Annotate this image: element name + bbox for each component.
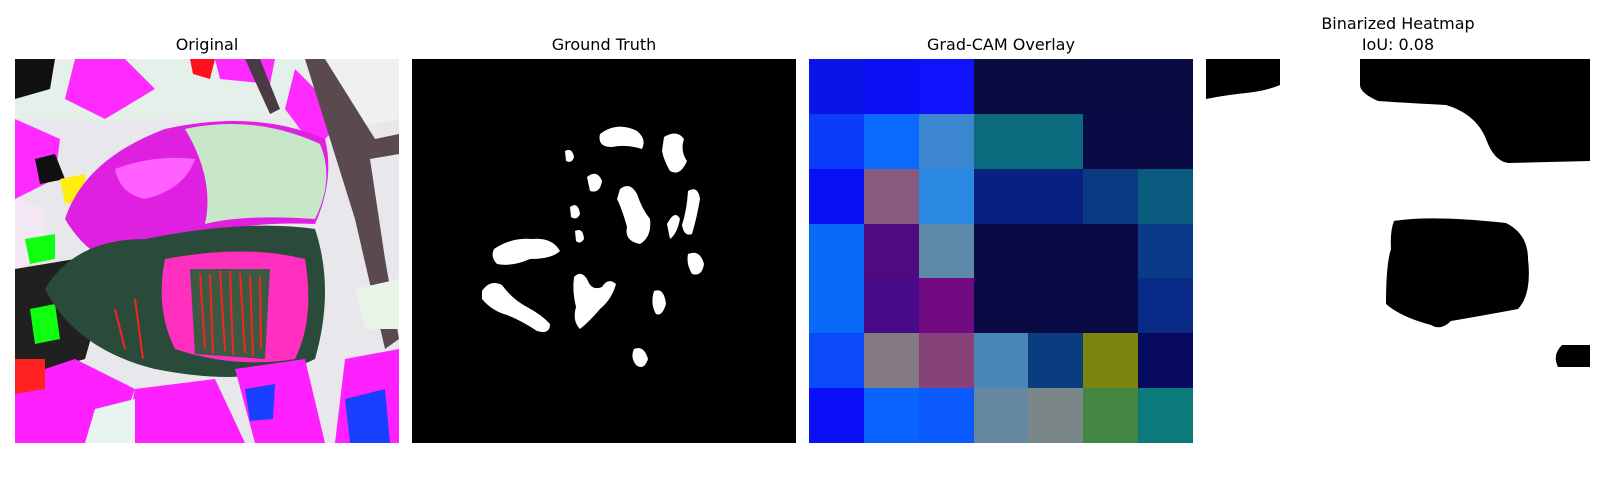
gradcam-cell <box>973 333 1029 389</box>
ground-truth-mask <box>412 59 796 443</box>
gradcam-cell <box>1083 278 1139 334</box>
gradcam-cell <box>918 278 974 334</box>
gradcam-cell <box>1083 223 1139 279</box>
gradcam-cell <box>863 388 919 443</box>
gradcam-cell <box>809 388 864 443</box>
gradcam-cell <box>1083 168 1139 224</box>
gradcam-cell <box>863 333 919 389</box>
gradcam-cell <box>1028 333 1084 389</box>
gradcam-cell <box>809 113 864 169</box>
gradcam-cell <box>863 113 919 169</box>
gradcam-cell <box>918 333 974 389</box>
gradcam-cell <box>1028 113 1084 169</box>
binarized-mask <box>1206 59 1590 443</box>
gradcam-cell <box>1083 113 1139 169</box>
gradcam-cell <box>1028 168 1084 224</box>
gradcam-cell <box>1138 388 1193 443</box>
gradcam-cell <box>809 59 864 114</box>
gradcam-cell <box>809 333 864 389</box>
gradcam-cell <box>1028 59 1084 114</box>
gradcam-cell <box>863 168 919 224</box>
gradcam-cell <box>918 59 974 114</box>
gradcam-cell <box>809 278 864 334</box>
gradcam-cell <box>918 168 974 224</box>
gradcam-cell <box>973 168 1029 224</box>
gradcam-cell <box>1138 59 1193 114</box>
ground-truth-panel: Ground Truth <box>412 0 796 500</box>
gradcam-cell <box>973 278 1029 334</box>
gradcam-cell <box>1083 388 1139 443</box>
gradcam-cell <box>1083 333 1139 389</box>
binarized-title: Binarized Heatmap <box>1321 14 1475 33</box>
gradcam-cell <box>809 168 864 224</box>
gradcam-cell <box>809 223 864 279</box>
gradcam-panel: Grad-CAM Overlay <box>809 0 1193 500</box>
gradcam-cell <box>918 388 974 443</box>
gradcam-cell <box>918 113 974 169</box>
gradcam-cell <box>918 223 974 279</box>
gradcam-cell <box>973 388 1029 443</box>
original-image <box>15 59 399 443</box>
gradcam-heatmap <box>809 59 1193 443</box>
gradcam-cell <box>1138 113 1193 169</box>
gradcam-cell <box>1028 223 1084 279</box>
gradcam-cell <box>863 59 919 114</box>
gradcam-cell <box>1138 278 1193 334</box>
gradcam-cell <box>1138 223 1193 279</box>
binarized-panel: Binarized Heatmap IoU: 0.08 <box>1206 0 1590 500</box>
gradcam-cell <box>973 59 1029 114</box>
iou-label: IoU: 0.08 <box>1361 35 1435 54</box>
gradcam-title: Grad-CAM Overlay <box>927 35 1075 54</box>
original-title: Original <box>175 35 239 54</box>
gradcam-cell <box>1083 59 1139 114</box>
gradcam-cell <box>1028 388 1084 443</box>
gradcam-cell <box>1138 168 1193 224</box>
gradcam-cell <box>863 278 919 334</box>
gradcam-cell <box>1138 333 1193 389</box>
original-panel: Original <box>15 0 399 500</box>
ground-truth-title: Ground Truth <box>551 35 657 54</box>
gradcam-cell <box>863 223 919 279</box>
gradcam-cell <box>973 223 1029 279</box>
gradcam-cell <box>1028 278 1084 334</box>
gradcam-cell <box>973 113 1029 169</box>
